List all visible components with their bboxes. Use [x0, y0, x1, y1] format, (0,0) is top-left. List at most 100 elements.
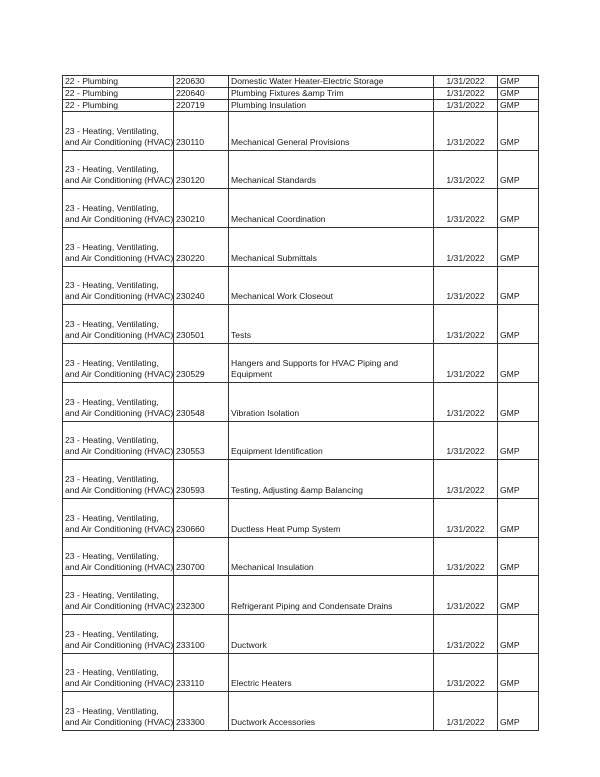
- cell-package: GMP: [497, 304, 539, 345]
- cell-section: 220630: [173, 75, 229, 88]
- cell-package: GMP: [497, 265, 539, 306]
- table-row: 23 - Heating, Ventilating, and Air Condit…: [62, 304, 539, 345]
- cell-date: 1/31/2022: [433, 613, 498, 654]
- cell-division: 23 - Heating, Ventilating, and Air Condit…: [62, 265, 174, 306]
- cell-package: GMP: [497, 149, 539, 190]
- cell-section: 230210: [173, 188, 229, 229]
- cell-title: Mechanical Coordination: [228, 188, 434, 229]
- cell-date: 1/31/2022: [433, 265, 498, 306]
- cell-package: GMP: [497, 75, 539, 88]
- cell-title: Ductwork: [228, 613, 434, 654]
- cell-division: 23 - Heating, Ventilating, and Air Condit…: [62, 691, 174, 731]
- table-row: 22 - Plumbing 220640 Plumbing Fixtures &am…: [62, 87, 539, 100]
- cell-section: 230593: [173, 459, 229, 499]
- cell-package: GMP: [497, 652, 539, 693]
- cell-title: Mechanical Work Closeout: [228, 265, 434, 306]
- table-row: 23 - Heating, Ventilating, and Air Condit…: [62, 613, 539, 654]
- cell-date: 1/31/2022: [433, 227, 498, 267]
- cell-section: 230700: [173, 536, 229, 577]
- cell-division: 23 - Heating, Ventilating, and Air Condit…: [62, 497, 174, 538]
- table-row: 23 - Heating, Ventilating, and Air Condit…: [62, 265, 539, 306]
- cell-division: 23 - Heating, Ventilating, and Air Condit…: [62, 111, 174, 151]
- table-row: 23 - Heating, Ventilating, and Air Condit…: [62, 188, 539, 229]
- cell-date: 1/31/2022: [433, 497, 498, 538]
- cell-section: 220640: [173, 87, 229, 100]
- cell-division: 23 - Heating, Ventilating, and Air Condit…: [62, 343, 174, 383]
- table-row: 23 - Heating, Ventilating, and Air Condit…: [62, 459, 539, 499]
- cell-division: 23 - Heating, Ventilating, and Air Condit…: [62, 227, 174, 267]
- cell-division: 23 - Heating, Ventilating, and Air Condit…: [62, 381, 174, 422]
- cell-title: Hangers and Supports for HVAC Piping and…: [228, 343, 434, 383]
- cell-package: GMP: [497, 188, 539, 229]
- table-row: 23 - Heating, Ventilating, and Air Condit…: [62, 575, 539, 615]
- cell-date: 1/31/2022: [433, 188, 498, 229]
- cell-package: GMP: [497, 613, 539, 654]
- cell-section: 233100: [173, 613, 229, 654]
- cell-section: 233300: [173, 691, 229, 731]
- cell-date: 1/31/2022: [433, 691, 498, 731]
- table-row: 23 - Heating, Ventilating, and Air Condit…: [62, 497, 539, 538]
- cell-section: 232300: [173, 575, 229, 615]
- cell-title: Ductwork Accessories: [228, 691, 434, 731]
- cell-package: GMP: [497, 459, 539, 499]
- cell-title: Mechanical General Provisions: [228, 111, 434, 151]
- cell-date: 1/31/2022: [433, 381, 498, 422]
- cell-division: 23 - Heating, Ventilating, and Air Condit…: [62, 652, 174, 693]
- cell-date: 1/31/2022: [433, 575, 498, 615]
- cell-section: 230548: [173, 381, 229, 422]
- cell-section: 230240: [173, 265, 229, 306]
- cell-section: 220719: [173, 99, 229, 112]
- table-row: 23 - Heating, Ventilating, and Air Condit…: [62, 536, 539, 577]
- cell-title: Tests: [228, 304, 434, 345]
- table-body: 22 - Plumbing 220630 Domestic Water Heater…: [62, 75, 539, 731]
- cell-date: 1/31/2022: [433, 459, 498, 499]
- cell-section: 230501: [173, 304, 229, 345]
- cell-package: GMP: [497, 87, 539, 100]
- cell-date: 1/31/2022: [433, 652, 498, 693]
- cell-title: Vibration Isolation: [228, 381, 434, 422]
- cell-division: 22 - Plumbing: [62, 87, 174, 100]
- cell-title: Plumbing Fixtures &amp Trim: [228, 87, 434, 100]
- cell-package: GMP: [497, 227, 539, 267]
- cell-title: Domestic Water Heater-Electric Storage: [228, 75, 434, 88]
- cell-division: 23 - Heating, Ventilating, and Air Condit…: [62, 536, 174, 577]
- table-row: 22 - Plumbing 220719 Plumbing Insulation 1/…: [62, 99, 539, 112]
- table-row: 23 - Heating, Ventilating, and Air Condit…: [62, 149, 539, 190]
- cell-package: GMP: [497, 420, 539, 461]
- cell-package: GMP: [497, 575, 539, 615]
- table-row: 23 - Heating, Ventilating, and Air Condit…: [62, 343, 539, 383]
- table-row: 23 - Heating, Ventilating, and Air Condit…: [62, 111, 539, 151]
- cell-division: 23 - Heating, Ventilating, and Air Condit…: [62, 149, 174, 190]
- cell-title: Mechanical Submittals: [228, 227, 434, 267]
- cell-date: 1/31/2022: [433, 75, 498, 88]
- table-row: 23 - Heating, Ventilating, and Air Condit…: [62, 420, 539, 461]
- cell-title: Mechanical Insulation: [228, 536, 434, 577]
- cell-title: Mechanical Standards: [228, 149, 434, 190]
- cell-title: Testing, Adjusting &amp Balancing: [228, 459, 434, 499]
- cell-package: GMP: [497, 691, 539, 731]
- cell-date: 1/31/2022: [433, 149, 498, 190]
- cell-date: 1/31/2022: [433, 343, 498, 383]
- cell-date: 1/31/2022: [433, 87, 498, 100]
- cell-title: Refrigerant Piping and Condensate Drains: [228, 575, 434, 615]
- cell-section: 230220: [173, 227, 229, 267]
- cell-date: 1/31/2022: [433, 304, 498, 345]
- cell-division: 23 - Heating, Ventilating, and Air Condit…: [62, 188, 174, 229]
- cell-division: 22 - Plumbing: [62, 75, 174, 88]
- cell-title: Plumbing Insulation: [228, 99, 434, 112]
- cell-section: 233110: [173, 652, 229, 693]
- cell-division: 23 - Heating, Ventilating, and Air Condit…: [62, 613, 174, 654]
- cell-division: 23 - Heating, Ventilating, and Air Condit…: [62, 304, 174, 345]
- table-row: 23 - Heating, Ventilating, and Air Condit…: [62, 691, 539, 731]
- cell-section: 230529: [173, 343, 229, 383]
- cell-section: 230120: [173, 149, 229, 190]
- cell-title: Electric Heaters: [228, 652, 434, 693]
- table-row: 23 - Heating, Ventilating, and Air Condit…: [62, 381, 539, 422]
- cell-title: Equipment Identification: [228, 420, 434, 461]
- cell-division: 23 - Heating, Ventilating, and Air Condit…: [62, 575, 174, 615]
- table-row: 23 - Heating, Ventilating, and Air Condit…: [62, 227, 539, 267]
- cell-package: GMP: [497, 99, 539, 112]
- cell-date: 1/31/2022: [433, 536, 498, 577]
- cell-package: GMP: [497, 343, 539, 383]
- cell-division: 23 - Heating, Ventilating, and Air Condit…: [62, 420, 174, 461]
